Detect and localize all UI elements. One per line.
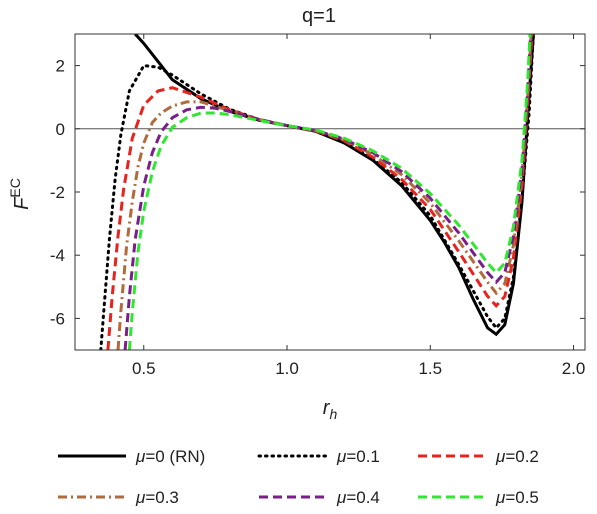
x-axis-ticks: 0.5 1.0 1.5 2.0: [132, 34, 585, 378]
legend-label-2: μ=0.2: [495, 447, 539, 466]
series-line-2: [106, 34, 534, 350]
series-line-1: [99, 34, 535, 350]
x-tick-label: 1.5: [418, 359, 442, 378]
y-tick-label: 0: [56, 120, 65, 139]
x-tick-label: 2.0: [562, 359, 586, 378]
legend-label-5: μ=0.5: [495, 488, 539, 507]
series-line-4: [123, 34, 533, 350]
series-layer: [99, 34, 535, 350]
y-axis-ticks: 2 0 -2 -4 -6: [50, 57, 585, 328]
y-axis-label-main: F: [11, 196, 33, 210]
x-axis-label: rh: [323, 397, 338, 422]
series-line-3: [116, 34, 533, 350]
y-tick-label: 2: [56, 57, 65, 76]
y-axis-label: FEC: [7, 178, 33, 210]
legend: μ=0 (RN) μ=0.1 μ=0.2 μ=0.3 μ=0.4 μ=0.5: [58, 447, 539, 507]
legend-label-1: μ=0.1: [336, 447, 380, 466]
chart-title: q=1: [302, 5, 336, 27]
x-tick-label: 0.5: [132, 359, 156, 378]
x-axis-label-main: r: [323, 397, 331, 419]
y-tick-label: -6: [50, 309, 65, 328]
legend-label-0: μ=0 (RN): [135, 447, 205, 466]
legend-label-3: μ=0.3: [135, 488, 179, 507]
x-tick-label: 1.0: [275, 359, 299, 378]
x-axis-label-subscript: h: [329, 406, 337, 422]
y-axis-label-superscript: EC: [7, 178, 23, 197]
y-tick-label: -2: [50, 183, 65, 202]
series-line-0: [134, 34, 535, 337]
y-tick-label: -4: [50, 246, 65, 265]
legend-label-4: μ=0.4: [336, 488, 380, 507]
series-line-5: [127, 34, 532, 350]
